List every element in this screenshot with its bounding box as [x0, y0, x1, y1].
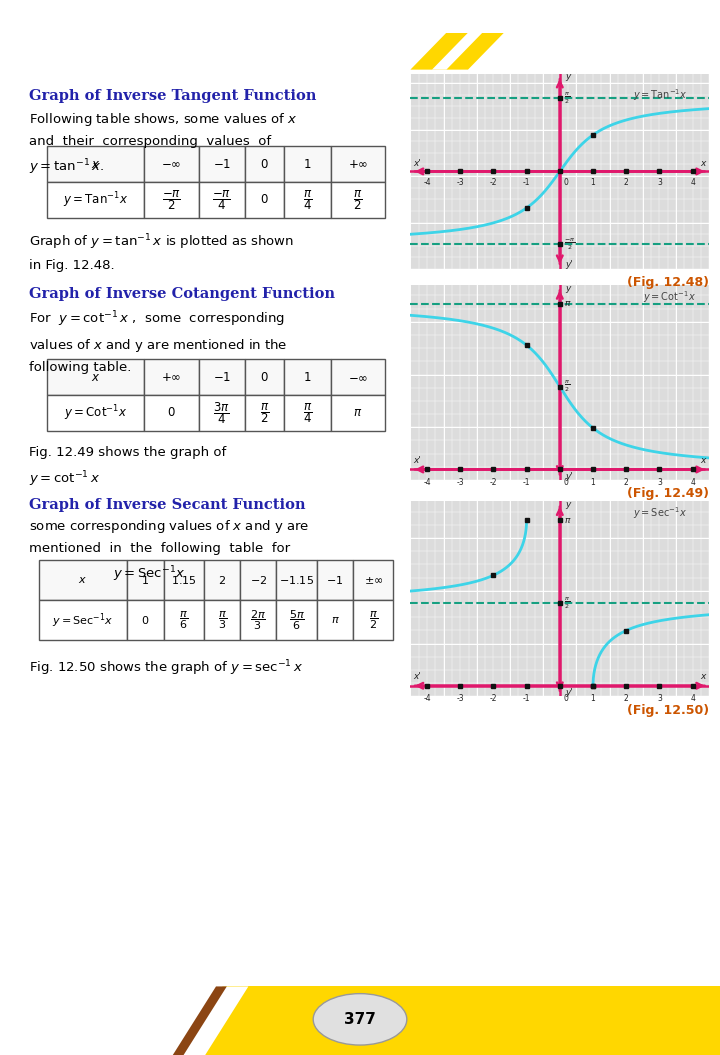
Text: 0: 0 [564, 178, 569, 188]
Text: 4: 4 [690, 178, 695, 188]
Text: -1: -1 [523, 178, 531, 188]
Text: 2: 2 [624, 694, 629, 704]
Text: 0: 0 [564, 478, 569, 487]
Text: x: x [700, 159, 706, 168]
Text: -4: -4 [423, 694, 431, 704]
Text: $\frac{-\pi}{2}$: $\frac{-\pi}{2}$ [564, 236, 575, 252]
Text: For  $y = \cot^{-1}x$ ,  some  corresponding
values of $x$ and y are mentioned i: For $y = \cot^{-1}x$ , some correspondin… [29, 309, 287, 375]
Text: 2: 2 [624, 478, 629, 487]
Text: x: x [700, 672, 706, 682]
Text: Fig. 12.49 shows the graph of
$y = \cot^{-1}x$: Fig. 12.49 shows the graph of $y = \cot^… [29, 446, 226, 488]
Text: Following table shows, some values of $x$
and  their  corresponding  values  of
: Following table shows, some values of $x… [29, 111, 297, 177]
Text: 1: 1 [590, 178, 595, 188]
Text: x': x' [413, 672, 421, 682]
Polygon shape [180, 986, 720, 1055]
Text: -4: -4 [423, 478, 431, 487]
Text: -3: -3 [456, 478, 464, 487]
Text: 3: 3 [657, 478, 662, 487]
Text: -2: -2 [490, 694, 497, 704]
Polygon shape [410, 33, 504, 70]
Text: (Fig. 12.48): (Fig. 12.48) [627, 276, 709, 289]
Text: $y = \mathrm{Tan}^{-1}x$: $y = \mathrm{Tan}^{-1}x$ [633, 88, 688, 103]
Text: 1: 1 [590, 478, 595, 487]
Polygon shape [432, 33, 482, 70]
Text: 3: 3 [657, 178, 662, 188]
Text: (Fig. 12.50): (Fig. 12.50) [627, 704, 709, 716]
Text: -1: -1 [523, 478, 531, 487]
Text: x': x' [413, 159, 421, 168]
Text: 3: 3 [657, 694, 662, 704]
Text: -3: -3 [456, 178, 464, 188]
Text: $\frac{\pi}{2}$: $\frac{\pi}{2}$ [564, 91, 570, 107]
Text: $\frac{\pi}{2}$: $\frac{\pi}{2}$ [564, 379, 570, 395]
Text: x': x' [413, 456, 421, 465]
Text: -1: -1 [523, 694, 531, 704]
Text: -3: -3 [456, 694, 464, 704]
Text: Graph of Inverse Secant Function: Graph of Inverse Secant Function [29, 498, 305, 512]
Text: Fig. 12.50 shows the graph of $y = \sec^{-1}x$: Fig. 12.50 shows the graph of $y = \sec^… [29, 658, 303, 678]
Text: -2: -2 [490, 178, 497, 188]
Text: Graph of Inverse Tangent Function: Graph of Inverse Tangent Function [29, 89, 316, 102]
Text: 0: 0 [564, 694, 569, 704]
Text: x: x [700, 456, 706, 465]
Polygon shape [446, 0, 504, 34]
Text: $\pi$: $\pi$ [564, 300, 571, 308]
Text: 4: 4 [690, 694, 695, 704]
Polygon shape [173, 986, 227, 1055]
Text: y: y [564, 500, 570, 510]
Text: y: y [564, 73, 570, 81]
Text: -4: -4 [423, 178, 431, 188]
Text: $y = \mathrm{Cot}^{-1}x$: $y = \mathrm{Cot}^{-1}x$ [643, 289, 696, 305]
Text: Graph of Inverse Cotangent Function: Graph of Inverse Cotangent Function [29, 287, 335, 301]
Text: y': y' [564, 260, 572, 269]
Polygon shape [180, 986, 248, 1055]
Text: y: y [564, 284, 570, 293]
Text: y': y' [564, 472, 572, 481]
Ellipse shape [313, 994, 407, 1046]
Text: 2: 2 [624, 178, 629, 188]
Text: some corresponding values of $x$ and y are
mentioned  in  the  following  table : some corresponding values of $x$ and y a… [29, 518, 309, 584]
Text: -2: -2 [490, 478, 497, 487]
Text: $\pi$: $\pi$ [564, 516, 571, 524]
Text: 377: 377 [344, 1012, 376, 1027]
Text: Graph of $y = \tan^{-1}x$ is plotted as shown
in Fig. 12.48.: Graph of $y = \tan^{-1}x$ is plotted as … [29, 232, 294, 272]
Text: 1: 1 [590, 694, 595, 704]
Text: y': y' [564, 688, 572, 697]
Text: (Fig. 12.49): (Fig. 12.49) [627, 487, 709, 500]
Text: $y = \mathrm{Sec}^{-1}x$: $y = \mathrm{Sec}^{-1}x$ [633, 505, 687, 521]
Text: 4: 4 [690, 478, 695, 487]
Text: $\frac{\pi}{2}$: $\frac{\pi}{2}$ [564, 595, 570, 611]
